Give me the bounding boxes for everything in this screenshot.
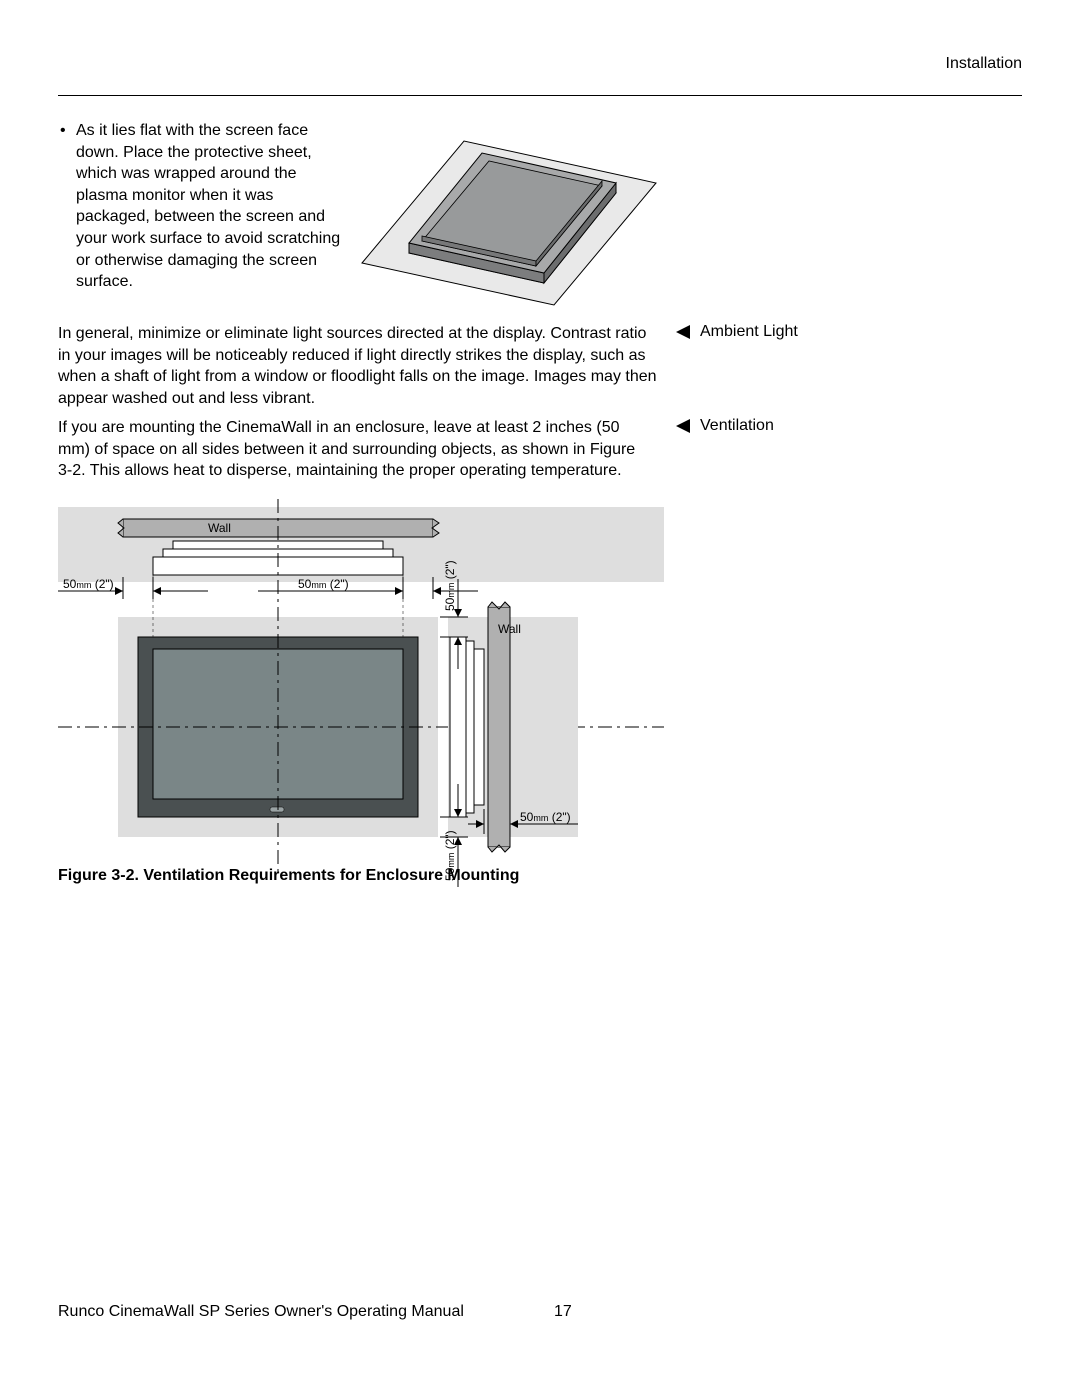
page-footer: Runco CinemaWall SP Series Owner's Opera… [58,1303,1022,1321]
top-wall-label: Wall [208,521,231,535]
margin-note-ambient: Ambient Light [676,323,798,341]
side-tv-back2 [466,641,474,813]
figure-caption: Figure 3-2. Ventilation Requirements for… [58,867,519,885]
side-wall-label: Wall [498,622,521,636]
dim-h-label: 50mm (2") [520,810,571,824]
front-tv-button [270,807,284,812]
dim-left-label: 50mm (2") [63,577,114,591]
ventilation-paragraph: If you are mounting the CinemaWall in an… [58,417,650,482]
section-header: Installation [946,55,1023,73]
margin-note-ambient-label: Ambient Light [700,323,798,341]
footer-title: Runco CinemaWall SP Series Owner's Opera… [58,1303,464,1320]
triangle-left-icon [676,419,690,433]
dim-top-label: 50mm (2") [443,560,457,611]
side-wall-strip [488,607,510,847]
triangle-left-icon [676,325,690,339]
dim-right-arrow-r [433,587,441,595]
margin-note-ventilation-label: Ventilation [700,417,774,435]
dim-left-arrow-l [115,587,123,595]
dim-right-arrow-l [395,587,403,595]
bullet-dot: • [60,120,66,142]
bullet-paragraph: • As it lies flat with the screen face d… [58,120,348,293]
bullet-text: As it lies flat with the screen face dow… [76,120,348,293]
isometric-figure [354,113,664,313]
side-tv-back1 [474,649,484,805]
footer-page-number: 17 [554,1303,572,1321]
dim-left-arrow-r [153,587,161,595]
header-rule [58,95,1022,96]
margin-note-ventilation: Ventilation [676,417,774,435]
dim-right-label: 50mm (2") [298,577,349,591]
ambient-paragraph: In general, minimize or eliminate light … [58,323,658,409]
ventilation-diagram: Wall 50mm (2") 50mm (2") [58,499,664,899]
